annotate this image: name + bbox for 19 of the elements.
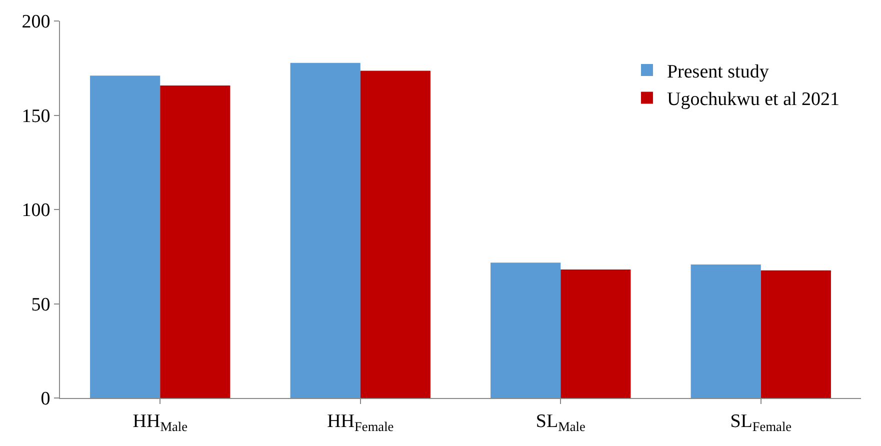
x-tick-label: SL$_{Female}$ bbox=[730, 410, 792, 434]
y-tick-label: 200 bbox=[22, 12, 50, 33]
bar bbox=[90, 76, 160, 398]
bar bbox=[690, 264, 761, 398]
legend-label: Present study bbox=[666, 61, 770, 82]
x-tick-label: SL$_{Male}$ bbox=[536, 410, 586, 434]
bar bbox=[160, 85, 230, 398]
bar bbox=[290, 62, 360, 398]
bar bbox=[490, 262, 561, 398]
bar bbox=[560, 269, 631, 398]
y-tick-label: 50 bbox=[31, 294, 50, 316]
y-tick-label: 0 bbox=[40, 388, 50, 410]
bar bbox=[760, 270, 831, 398]
x-tick-label: HH$_{Male}$ bbox=[132, 410, 188, 434]
y-tick-label: 150 bbox=[22, 106, 50, 127]
y-tick-label: 100 bbox=[22, 200, 50, 222]
x-tick-label: HH$_{Female}$ bbox=[327, 410, 394, 434]
bar bbox=[360, 70, 430, 398]
legend-label: Ugochukwu et al 2021 bbox=[666, 89, 840, 110]
